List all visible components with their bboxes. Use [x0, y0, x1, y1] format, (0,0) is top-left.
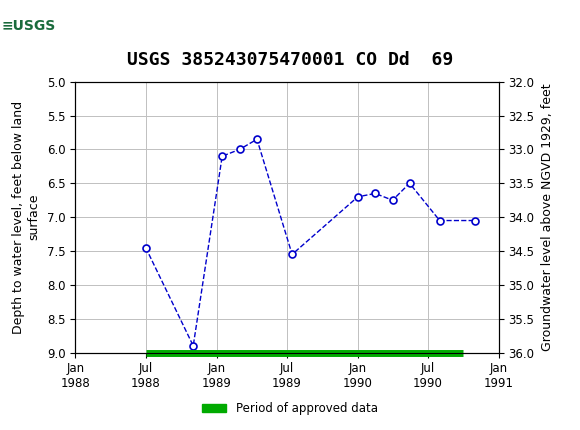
Bar	[3, 3, 55, 49]
Y-axis label: Groundwater level above NGVD 1929, feet: Groundwater level above NGVD 1929, feet	[542, 83, 554, 351]
Legend: Period of approved data: Period of approved data	[198, 397, 382, 420]
Y-axis label: Depth to water level, feet below land
surface: Depth to water level, feet below land su…	[12, 101, 40, 334]
Text: USGS 385243075470001 CO Dd  69: USGS 385243075470001 CO Dd 69	[127, 51, 453, 69]
Text: ≡USGS: ≡USGS	[12, 16, 70, 35]
Text: ≡USGS: ≡USGS	[2, 19, 56, 33]
